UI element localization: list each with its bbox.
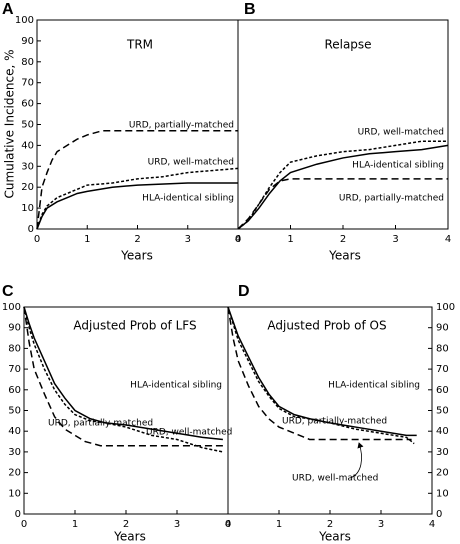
series-label: URD, well-matched [146,428,232,438]
panel-label: B [244,1,256,18]
y-tick-label: 10 [8,488,21,499]
x-tick-label: 0 [225,519,231,530]
y-tick-label: 90 [21,36,34,47]
y-tick-label: 100 [436,302,455,313]
annotation-arrow [349,442,364,479]
panel-label: C [2,283,14,300]
x-tick-label: 3 [378,519,384,530]
x-tick-label: 4 [429,519,435,530]
y-tick-label: 40 [436,426,449,437]
y-tick-label: 0 [436,509,442,520]
series-line [36,130,238,230]
y-tick-label: 30 [8,447,21,458]
x-tick-label: 2 [327,519,333,530]
y-tick-label: 80 [21,57,34,68]
series-line [237,178,448,230]
series-label: URD, well-matched [148,158,234,168]
y-tick-label: 40 [8,426,21,437]
series-line [227,306,412,441]
y-tick-label: 80 [8,343,21,354]
series-label: URD, well-matched [358,128,444,138]
x-tick-label: 1 [84,234,90,245]
x-tick-label: 4 [235,234,241,245]
y-tick-label: 90 [8,323,21,334]
y-tick-label: 80 [436,343,449,354]
y-tick-label: 70 [8,364,21,375]
chart-title: TRM [126,38,153,52]
x-tick-label: 0 [21,519,27,530]
y-tick-label: 50 [8,406,21,417]
chart-title: Adjusted Prob of LFS [73,319,196,333]
y-tick-label: 50 [436,406,449,417]
series-line [237,140,448,230]
panel-label: D [238,283,250,300]
y-tick-label: 60 [436,385,449,396]
y-tick-label: 90 [436,323,449,334]
series-label: URD, well-matched [292,474,378,484]
series-line [227,306,415,445]
y-tick-label: 0 [15,509,21,520]
x-tick-label: 2 [134,234,140,245]
x-tick-label: 3 [392,234,398,245]
series-label: HLA-identical sibling [130,381,222,391]
x-tick-label: 3 [174,519,180,530]
x-axis-title: Years [113,530,146,544]
x-tick-label: 2 [123,519,129,530]
y-tick-label: 70 [21,78,34,89]
chart-title: Adjusted Prob of OS [267,319,386,333]
chart-title: Relapse [324,38,371,52]
y-tick-label: 10 [436,488,449,499]
series-line [23,306,223,447]
series-line [36,167,239,230]
x-tick-label: 1 [72,519,78,530]
y-tick-label: 20 [8,468,21,479]
series-label: HLA-identical sibling [352,161,444,171]
y-tick-label: 70 [436,364,449,375]
y-tick-label: 10 [21,203,34,214]
x-tick-label: 0 [235,234,241,245]
x-tick-label: 4 [445,234,451,245]
x-tick-label: 4 [225,519,231,530]
x-tick-label: 1 [287,234,293,245]
x-axis-title: Years [318,530,351,544]
series-label: HLA-identical sibling [328,381,420,391]
x-tick-label: 0 [34,234,40,245]
plot-frame [23,306,229,515]
y-tick-label: 60 [8,385,21,396]
y-tick-label: 30 [436,447,449,458]
x-tick-label: 1 [276,519,282,530]
y-tick-label: 40 [21,140,34,151]
series-label: URD, partially-matched [48,419,153,429]
series-label: URD, partially-matched [129,121,234,131]
series-line [36,182,238,230]
y-tick-label: 30 [21,161,34,172]
series-line [23,306,224,453]
series-line [23,306,223,441]
panel-label: A [2,1,14,18]
x-axis-title: Years [120,249,153,263]
series-label: HLA-identical sibling [142,194,234,204]
y-tick-label: 100 [15,15,34,26]
series-label: URD, partially-matched [339,194,444,204]
series-label: URD, partially-matched [282,417,387,427]
y-tick-label: 60 [21,99,34,110]
x-tick-label: 3 [185,234,191,245]
y-tick-label: 50 [21,120,34,131]
series-line [237,144,449,230]
y-tick-label: 20 [21,182,34,193]
y-tick-label: 0 [28,224,34,235]
x-tick-label: 2 [340,234,346,245]
y-tick-label: 20 [436,468,449,479]
y-tick-label: 100 [2,302,21,313]
series-line [227,306,417,437]
x-axis-title: Years [328,249,361,263]
y-axis-title: Cumulative Incidence, % [3,50,17,199]
